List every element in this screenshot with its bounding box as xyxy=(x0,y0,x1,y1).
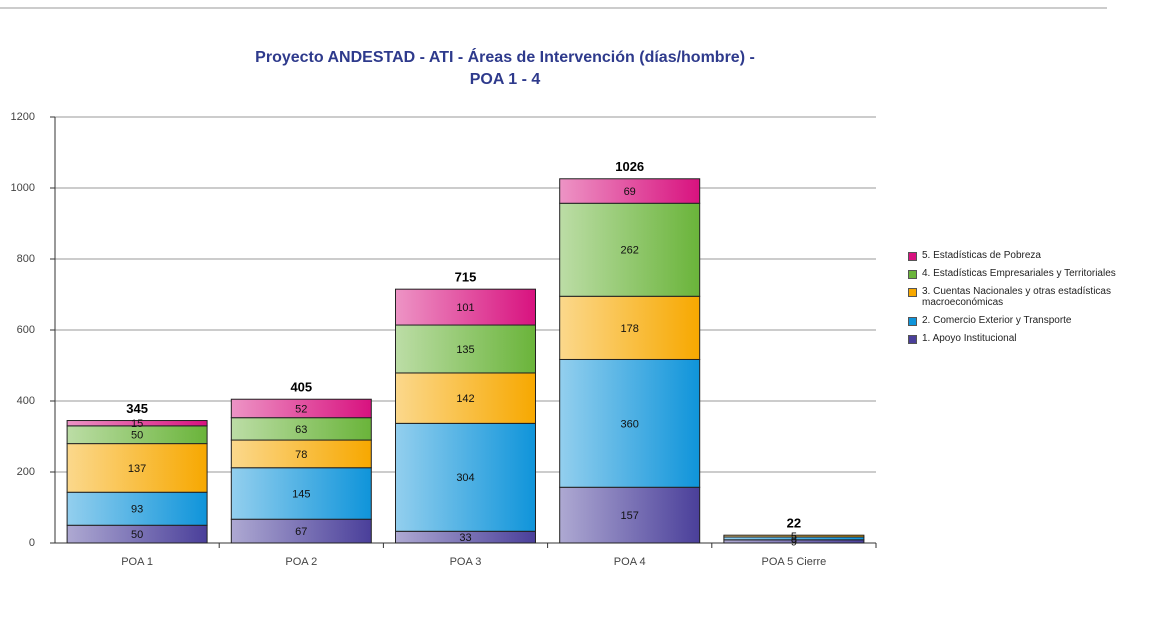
bar-segment xyxy=(395,288,536,326)
value-label: 52 xyxy=(295,403,307,415)
value-label: 304 xyxy=(456,472,474,484)
y-tick-label: 1200 xyxy=(11,111,35,123)
x-tick-label: POA 3 xyxy=(450,556,482,568)
bar-segment xyxy=(559,202,701,297)
value-label: 8 xyxy=(791,533,797,545)
value-label: 78 xyxy=(295,449,307,461)
total-label: 405 xyxy=(290,380,312,395)
total-label: 22 xyxy=(787,516,801,531)
bar-segment xyxy=(66,420,208,427)
value-label: 9 xyxy=(791,536,797,548)
legend-item: 2. Comercio Exterior y Transporte xyxy=(908,315,1148,326)
x-tick-label: POA 1 xyxy=(121,556,153,568)
legend-swatch xyxy=(908,288,917,297)
y-tick-label: 200 xyxy=(17,466,35,478)
total-label: 715 xyxy=(455,270,477,285)
value-label: 93 xyxy=(131,504,143,516)
y-tick-label: 800 xyxy=(17,253,35,265)
bar-segment xyxy=(66,443,208,493)
y-tick-label: 600 xyxy=(17,324,35,336)
bar-segment xyxy=(559,178,701,204)
bar-segment xyxy=(66,491,208,526)
legend-swatch xyxy=(908,335,917,344)
total-label: 1026 xyxy=(615,159,644,174)
bar-segment xyxy=(559,358,701,488)
value-label: 50 xyxy=(131,430,143,442)
x-tick-label: POA 4 xyxy=(614,556,646,568)
total-label: 345 xyxy=(126,401,148,416)
x-tick-label: POA 2 xyxy=(285,556,317,568)
bar-segment xyxy=(559,486,701,544)
x-tick-label: POA 5 Cierre xyxy=(761,556,826,568)
legend-swatch xyxy=(908,252,917,261)
value-label: 50 xyxy=(131,529,143,541)
bar-segment xyxy=(230,398,372,419)
legend-label: 5. Estadísticas de Pobreza xyxy=(922,250,1041,261)
value-label: 178 xyxy=(621,323,639,335)
y-tick-label: 0 xyxy=(29,537,35,549)
legend-item: 3. Cuentas Nacionales y otras estadístic… xyxy=(908,286,1148,308)
legend-item: 5. Estadísticas de Pobreza xyxy=(908,250,1148,261)
y-tick-label: 400 xyxy=(17,395,35,407)
legend-swatch xyxy=(908,270,917,279)
value-label: 69 xyxy=(624,186,636,198)
bar-segment xyxy=(230,467,372,520)
legend-item: 1. Apoyo Institucional xyxy=(908,333,1148,344)
value-label: 101 xyxy=(456,302,474,314)
legend-label: 3. Cuentas Nacionales y otras estadístic… xyxy=(922,286,1111,308)
value-label: 5 xyxy=(791,531,797,543)
value-label: 67 xyxy=(295,526,307,538)
value-label: 137 xyxy=(128,463,146,475)
chart-subtitle: POA 1 - 4 xyxy=(470,71,541,88)
value-label: 360 xyxy=(621,418,639,430)
value-label: 145 xyxy=(292,488,310,500)
value-label: 63 xyxy=(295,424,307,436)
value-label: 142 xyxy=(456,393,474,405)
legend-label: 2. Comercio Exterior y Transporte xyxy=(922,315,1072,326)
y-tick-label: 1000 xyxy=(11,182,35,194)
legend: 5. Estadísticas de Pobreza 4. Estadística… xyxy=(908,250,1148,351)
value-label: 157 xyxy=(621,510,639,522)
legend-label: 1. Apoyo Institucional xyxy=(922,333,1017,344)
bar-segment xyxy=(395,324,536,374)
legend-swatch xyxy=(908,317,917,326)
bar-segment xyxy=(723,534,865,538)
legend-item: 4. Estadísticas Empresariales y Territor… xyxy=(908,268,1148,279)
value-label: 33 xyxy=(459,532,471,544)
value-label: 262 xyxy=(621,245,639,257)
value-label: 135 xyxy=(456,344,474,356)
bar-segment xyxy=(395,372,536,424)
chart-title: Proyecto ANDESTAD - ATI - Áreas de Inter… xyxy=(255,47,755,66)
bar-segment xyxy=(395,422,536,532)
bar-segment xyxy=(559,295,701,360)
legend-label: 4. Estadísticas Empresariales y Territor… xyxy=(922,268,1116,279)
value-label: 15 xyxy=(131,418,143,430)
